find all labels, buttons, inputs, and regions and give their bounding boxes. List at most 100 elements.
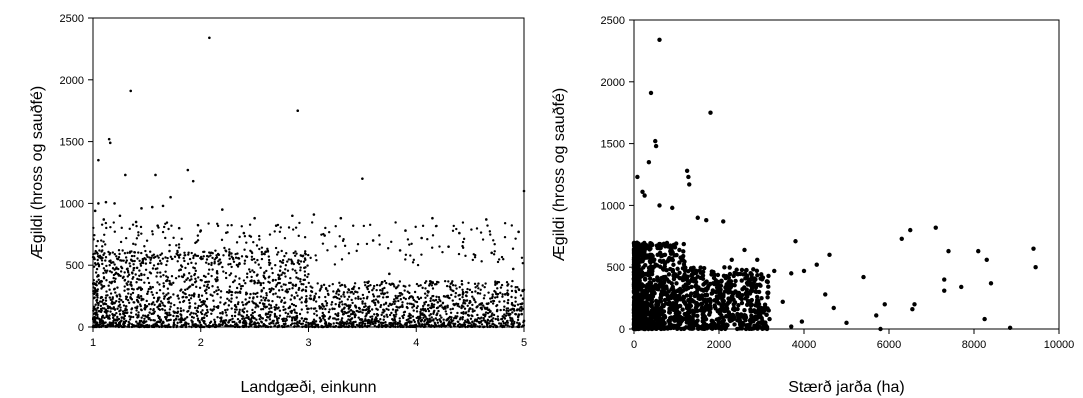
- data-point: [502, 308, 506, 312]
- data-point: [405, 323, 408, 326]
- data-point: [357, 297, 360, 300]
- data-point: [123, 289, 126, 292]
- data-point: [719, 279, 724, 284]
- data-point: [159, 271, 162, 274]
- data-point: [673, 311, 678, 316]
- data-point: [97, 317, 101, 321]
- data-point: [735, 317, 740, 323]
- data-point: [1033, 265, 1038, 270]
- data-point: [494, 283, 497, 287]
- data-point: [259, 295, 263, 298]
- data-point: [394, 221, 397, 224]
- data-point: [452, 289, 455, 293]
- data-point: [307, 321, 310, 325]
- data-point: [289, 281, 292, 285]
- data-point: [421, 224, 425, 228]
- data-point: [468, 299, 472, 303]
- data-point: [143, 308, 147, 311]
- data-point: [132, 266, 135, 270]
- data-point: [486, 224, 489, 227]
- data-point: [443, 279, 447, 283]
- data-point: [164, 236, 167, 240]
- data-point: [95, 298, 99, 302]
- data-point: [289, 323, 293, 327]
- data-point: [633, 313, 639, 319]
- data-point: [249, 270, 252, 274]
- data-point: [146, 315, 149, 318]
- data-point: [503, 300, 506, 303]
- data-point: [110, 281, 113, 285]
- data-point: [686, 174, 691, 180]
- data-point: [482, 319, 485, 322]
- data-point: [307, 273, 310, 276]
- data-point: [415, 300, 419, 304]
- data-point: [179, 253, 182, 256]
- data-point: [506, 293, 510, 297]
- data-point: [182, 299, 186, 303]
- data-point: [187, 286, 191, 289]
- data-point: [125, 259, 129, 262]
- data-point: [194, 312, 198, 315]
- data-point: [135, 298, 139, 302]
- data-point: [674, 299, 679, 304]
- data-point: [147, 287, 151, 291]
- data-point: [101, 262, 104, 266]
- data-point: [473, 325, 477, 328]
- data-point: [272, 319, 275, 322]
- data-point: [492, 322, 495, 326]
- data-point: [396, 321, 400, 325]
- data-point: [510, 289, 514, 293]
- data-point: [499, 324, 502, 328]
- data-point: [270, 306, 273, 310]
- data-point: [101, 249, 104, 252]
- data-point: [177, 226, 181, 230]
- data-point: [382, 303, 386, 306]
- data-point: [496, 292, 499, 296]
- data-point: [701, 326, 707, 331]
- data-point: [110, 302, 113, 305]
- data-point: [244, 298, 247, 301]
- data-point: [140, 316, 143, 319]
- data-point: [367, 307, 371, 310]
- data-point: [661, 241, 667, 246]
- data-point: [152, 296, 156, 300]
- data-point: [491, 320, 494, 323]
- data-point: [96, 275, 99, 278]
- data-point: [665, 296, 671, 302]
- data-point: [431, 234, 435, 237]
- data-point: [123, 252, 127, 255]
- data-point: [304, 258, 307, 262]
- data-point: [412, 304, 416, 308]
- data-point: [425, 317, 428, 320]
- data-point: [280, 299, 283, 302]
- data-point: [306, 264, 309, 267]
- data-point: [390, 324, 393, 328]
- data-point: [394, 309, 398, 312]
- data-point: [260, 253, 264, 256]
- data-point: [285, 288, 289, 291]
- data-point: [640, 189, 645, 195]
- data-point: [375, 312, 379, 316]
- data-point: [172, 236, 175, 240]
- data-point: [293, 254, 297, 258]
- data-point: [219, 296, 222, 299]
- data-point: [291, 283, 294, 286]
- data-point: [145, 239, 149, 242]
- data-point: [489, 310, 492, 313]
- data-point: [119, 259, 122, 262]
- data-point: [294, 226, 298, 229]
- data-point: [406, 238, 410, 241]
- data-point: [677, 260, 682, 265]
- data-point: [216, 286, 219, 289]
- data-point: [411, 315, 415, 318]
- data-point: [134, 313, 138, 316]
- data-point: [631, 248, 637, 253]
- data-point: [480, 323, 484, 326]
- data-point: [511, 247, 515, 250]
- data-point: [727, 271, 733, 277]
- data-point: [208, 251, 211, 254]
- data-point: [100, 259, 104, 262]
- data-point: [425, 323, 428, 326]
- data-point: [460, 306, 463, 310]
- data-point: [314, 325, 317, 329]
